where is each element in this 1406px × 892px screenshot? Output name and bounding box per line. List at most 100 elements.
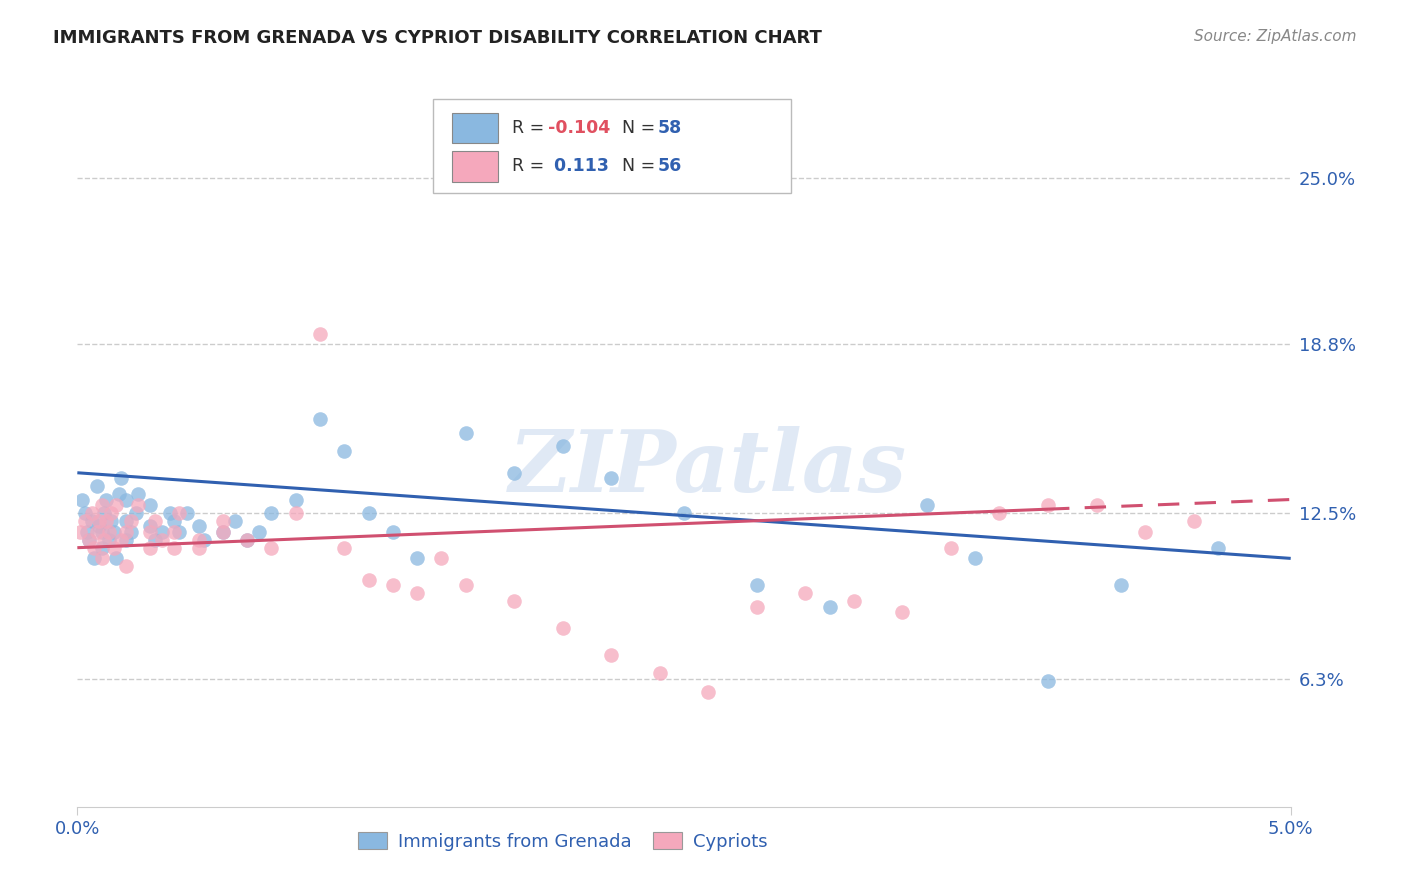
FancyBboxPatch shape [453, 152, 498, 182]
Point [70, 492, 93, 507]
Text: IMMIGRANTS FROM GRENADA VS CYPRIOT DISABILITY CORRELATION CHART: IMMIGRANTS FROM GRENADA VS CYPRIOT DISAB… [53, 29, 823, 46]
Point [103, 524, 125, 539]
Point [97, 533, 120, 547]
Point [673, 506, 696, 520]
Point [115, 492, 138, 507]
Text: R =: R = [512, 157, 550, 176]
Point [89, 519, 111, 533]
Point [212, 524, 235, 539]
Point [1036, 498, 1059, 512]
Point [745, 599, 768, 614]
Point [381, 578, 404, 592]
Point [96, 514, 118, 528]
Point [818, 599, 841, 614]
Point [842, 594, 865, 608]
Point [309, 412, 332, 426]
Point [143, 533, 166, 547]
Point [247, 524, 270, 539]
Point [697, 177, 720, 191]
Point [73, 506, 96, 520]
Point [891, 605, 914, 619]
Point [107, 487, 129, 501]
Point [381, 524, 404, 539]
Point [115, 533, 138, 547]
Point [103, 541, 125, 555]
Point [503, 466, 526, 480]
Point [139, 498, 162, 512]
Point [745, 578, 768, 592]
Point [163, 541, 186, 555]
Point [430, 551, 453, 566]
Point [100, 506, 122, 520]
Point [1036, 674, 1059, 689]
Point [794, 586, 817, 600]
Point [260, 506, 283, 520]
Point [90, 541, 112, 555]
Legend: Immigrants from Grenada, Cypriots: Immigrants from Grenada, Cypriots [353, 826, 773, 856]
Point [406, 551, 429, 566]
Point [93, 533, 115, 547]
Point [115, 524, 138, 539]
Text: R =: R = [512, 120, 550, 137]
Point [86, 524, 108, 539]
Point [139, 541, 162, 555]
Text: N =: N = [612, 157, 661, 176]
Point [80, 506, 103, 520]
Text: 0.113: 0.113 [548, 157, 609, 176]
Point [76, 524, 98, 539]
Point [212, 524, 235, 539]
Point [167, 506, 190, 520]
Point [187, 519, 209, 533]
Point [163, 514, 186, 528]
Text: N =: N = [612, 120, 661, 137]
Point [143, 514, 166, 528]
Point [83, 541, 105, 555]
Point [236, 533, 259, 547]
Point [187, 533, 209, 547]
Point [503, 594, 526, 608]
Point [1133, 524, 1156, 539]
Point [90, 498, 112, 512]
Text: 58: 58 [658, 120, 682, 137]
Point [110, 533, 132, 547]
FancyBboxPatch shape [433, 99, 790, 194]
Point [73, 514, 96, 528]
Point [939, 541, 962, 555]
Point [167, 524, 190, 539]
Point [284, 492, 307, 507]
Point [193, 533, 215, 547]
Point [96, 492, 118, 507]
Point [224, 514, 246, 528]
Point [260, 541, 283, 555]
Point [333, 541, 356, 555]
Point [86, 479, 108, 493]
Point [83, 551, 105, 566]
Point [406, 586, 429, 600]
Point [105, 498, 128, 512]
Point [69, 524, 91, 539]
Point [79, 533, 101, 547]
Text: ZIPatlas: ZIPatlas [509, 425, 907, 509]
Point [212, 514, 235, 528]
Point [90, 524, 112, 539]
Point [176, 506, 198, 520]
Point [90, 551, 112, 566]
Point [127, 498, 149, 512]
Point [159, 506, 181, 520]
Point [97, 524, 120, 539]
Point [600, 648, 623, 662]
Point [120, 514, 142, 528]
Point [697, 685, 720, 699]
Point [93, 506, 115, 520]
Point [357, 573, 380, 587]
Point [100, 514, 122, 528]
Point [357, 506, 380, 520]
Point [333, 444, 356, 458]
Point [124, 506, 146, 520]
FancyBboxPatch shape [453, 113, 498, 144]
Point [127, 487, 149, 501]
Point [1182, 514, 1205, 528]
Point [187, 541, 209, 555]
Point [163, 524, 186, 539]
Text: -0.104: -0.104 [548, 120, 610, 137]
